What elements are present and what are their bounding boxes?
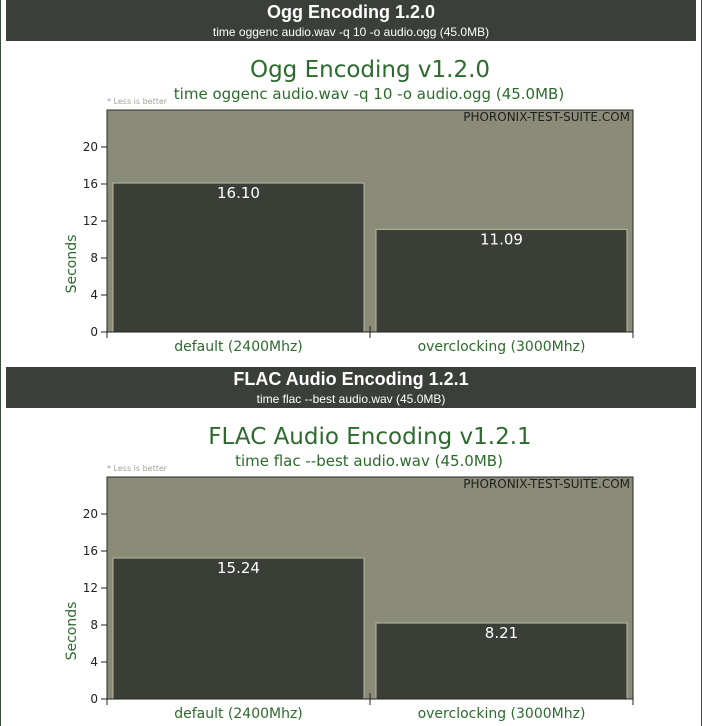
y-tick-label: 16 <box>83 177 98 191</box>
y-tick-label: 0 <box>90 692 98 706</box>
chart-title: FLAC Audio Encoding v1.2.1 <box>208 424 531 450</box>
y-tick-label: 12 <box>83 581 98 595</box>
chart-section-ogg: Ogg Encoding 1.2.0 time oggenc audio.wav… <box>1 0 701 366</box>
chart-section-flac: FLAC Audio Encoding 1.2.1 time flac --be… <box>1 367 701 726</box>
bar <box>112 557 365 700</box>
chart-subtitle: time flac --best audio.wav (45.0MB) <box>235 452 503 470</box>
flac-chart: FLAC Audio Encoding v1.2.1 time flac --b… <box>64 424 634 722</box>
bar <box>375 622 628 700</box>
less-is-better-note: * Less is better <box>107 464 168 473</box>
x-category-label: overclocking (3000Mhz) <box>418 706 586 722</box>
y-axis-label: Seconds <box>64 602 80 661</box>
ogg-banner-subtitle: time oggenc audio.wav -q 10 -o audio.ogg… <box>212 25 490 39</box>
y-tick-label: 20 <box>83 140 98 154</box>
chart-title: Ogg Encoding v1.2.0 <box>250 57 490 83</box>
bar-value-label: 16.10 <box>217 184 260 202</box>
flac-banner-title: FLAC Audio Encoding 1.2.1 <box>233 369 469 389</box>
y-tick-label: 16 <box>83 544 98 558</box>
y-tick-label: 4 <box>90 288 98 302</box>
bar-value-label: 11.09 <box>480 230 523 248</box>
ogg-banner-title: Ogg Encoding 1.2.0 <box>266 2 436 22</box>
ogg-chart: Ogg Encoding v1.2.0 time oggenc audio.wa… <box>64 57 634 355</box>
bar <box>375 228 628 333</box>
watermark: PHORONIX-TEST-SUITE.COM <box>463 110 630 124</box>
y-tick-label: 20 <box>83 507 98 521</box>
y-axis-label: Seconds <box>64 235 80 294</box>
flac-banner: FLAC Audio Encoding 1.2.1 time flac --be… <box>6 367 696 408</box>
watermark: PHORONIX-TEST-SUITE.COM <box>463 477 630 491</box>
y-tick-label: 8 <box>90 618 98 632</box>
flac-banner-subtitle: time flac --best audio.wav (45.0MB) <box>256 392 446 406</box>
bar-value-label: 15.24 <box>217 559 260 577</box>
x-category-label: overclocking (3000Mhz) <box>418 339 586 355</box>
chart-subtitle: time oggenc audio.wav -q 10 -o audio.ogg… <box>174 85 564 103</box>
x-category-label: default (2400Mhz) <box>174 706 303 722</box>
ogg-banner: Ogg Encoding 1.2.0 time oggenc audio.wav… <box>6 0 696 41</box>
y-tick-label: 4 <box>90 655 98 669</box>
y-tick-label: 0 <box>90 325 98 339</box>
y-tick-label: 12 <box>83 214 98 228</box>
less-is-better-note: * Less is better <box>107 97 168 106</box>
y-tick-label: 8 <box>90 251 98 265</box>
x-category-label: default (2400Mhz) <box>174 339 303 355</box>
bar-value-label: 8.21 <box>485 624 518 642</box>
bar <box>112 182 365 333</box>
